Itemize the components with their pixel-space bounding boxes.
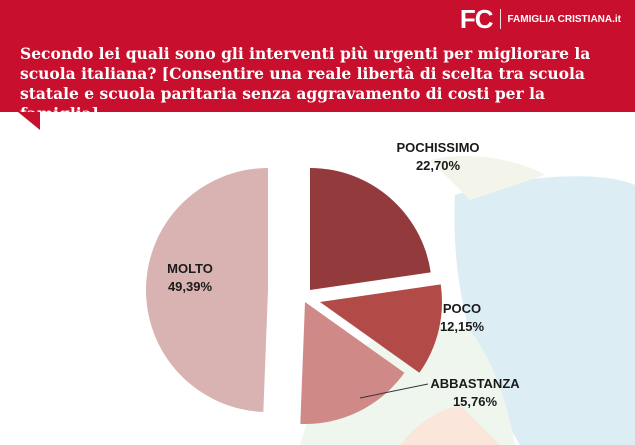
slice-poco bbox=[320, 284, 442, 373]
slice-pochissimo bbox=[310, 168, 431, 290]
brand[interactable]: FC FAMIGLIA CRISTIANA.it bbox=[460, 6, 621, 32]
abbastanza-leader-line bbox=[359, 383, 429, 399]
label-molto: MOLTO 49,39% bbox=[150, 260, 230, 296]
label-abbastanza: ABBASTANZA 15,76% bbox=[410, 375, 540, 411]
label-poco-name: POCO bbox=[442, 301, 482, 316]
background-decor bbox=[300, 155, 635, 445]
label-molto-value: 49,39% bbox=[167, 279, 213, 294]
label-poco-value: 12,15% bbox=[439, 319, 485, 334]
slice-abbastanza bbox=[300, 302, 405, 424]
label-pochissimo-value: 22,70% bbox=[415, 158, 461, 173]
label-molto-name: MOLTO bbox=[167, 261, 213, 276]
brand-separator bbox=[500, 9, 502, 29]
header-notch bbox=[18, 112, 40, 130]
label-pochissimo-name: POCHISSIMO bbox=[396, 140, 480, 155]
brand-logo: FC bbox=[459, 4, 494, 34]
slice-molto bbox=[146, 168, 268, 412]
header-banner: FC FAMIGLIA CRISTIANA.it Secondo lei qua… bbox=[0, 0, 635, 123]
pie-slices bbox=[146, 168, 442, 424]
label-pochissimo: POCHISSIMO 22,70% bbox=[378, 139, 498, 175]
label-abbastanza-name: ABBASTANZA bbox=[430, 376, 520, 391]
label-poco: POCO 12,15% bbox=[422, 300, 502, 336]
brand-name: FAMIGLIA CRISTIANA.it bbox=[507, 13, 621, 25]
label-abbastanza-value: 15,76% bbox=[452, 394, 498, 409]
